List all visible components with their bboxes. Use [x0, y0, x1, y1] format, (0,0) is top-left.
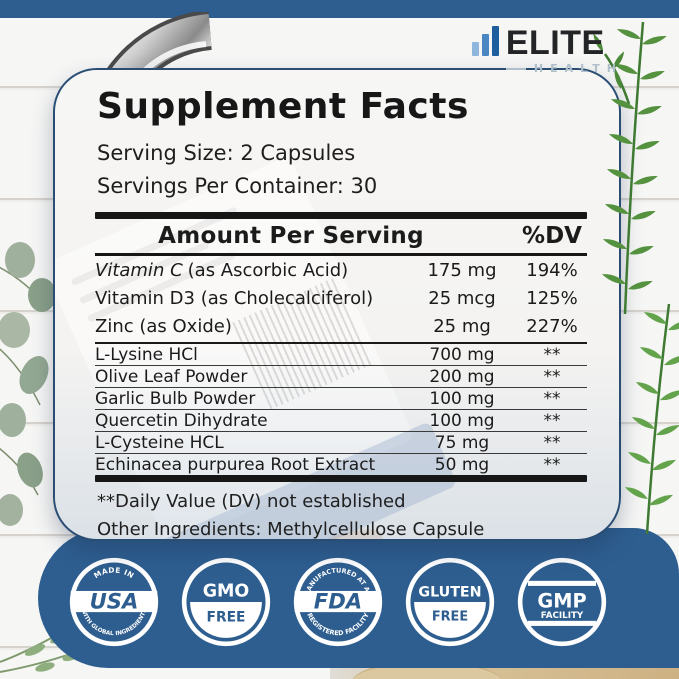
fda-facility-badge: FDA MANUFACTURED AT AN REGISTERED FACILI…: [292, 556, 384, 648]
other-ingredients: Other Ingredients: Methylcellulose Capsu…: [97, 519, 485, 540]
row-name: Quercetin Dihydrate: [95, 410, 268, 431]
gmp-facility-badge: GMP FACILITY: [516, 556, 608, 648]
row-amount: 100 mg: [429, 388, 495, 409]
row-name: L-Lysine HCl: [95, 344, 198, 365]
row-dv: **: [543, 432, 561, 453]
row-dv: **: [543, 454, 561, 475]
row-amount: 50 mg: [434, 454, 490, 475]
row-name-italic: Vitamin C: [95, 259, 183, 281]
brand-name: ELITE: [505, 23, 605, 62]
row-name: (as Ascorbic Acid): [187, 259, 349, 281]
supplement-facts-card: Supplement Facts Serving Size: 2 Capsule…: [53, 68, 621, 541]
made-in-usa-badge: USA MADE IN WITH GLOBAL INGREDIENTS: [68, 556, 160, 648]
table-row: Garlic Bulb Powder 100 mg **: [95, 388, 587, 410]
row-dv: **: [543, 388, 561, 409]
blue-footer-panel: USA MADE IN WITH GLOBAL INGREDIENTS GMO …: [38, 528, 679, 668]
row-name: Vitamin D3 (as Cholecalciferol): [95, 287, 374, 309]
brand-subtitle: HEALTH: [533, 62, 623, 75]
brand-logo: ELITE HEALTH: [471, 23, 623, 75]
row-amount: 75 mg: [434, 432, 490, 453]
table-header-row: Amount Per Serving %DV: [95, 219, 587, 256]
table-row: Vitamin C (as Ascorbic Acid) 175 mg 194%: [95, 256, 587, 284]
other-actives-group: L-Lysine HCl 700 mg ** Olive Leaf Powder…: [95, 344, 587, 475]
row-name: Zinc (as Oxide): [95, 315, 232, 337]
header-amount-per-serving: Amount Per Serving: [158, 223, 424, 249]
row-name: Echinacea purpurea Root Extract: [95, 454, 376, 475]
row-dv: **: [543, 410, 561, 431]
certification-badges: USA MADE IN WITH GLOBAL INGREDIENTS GMO …: [68, 556, 608, 648]
table-row: L-Lysine HCl 700 mg **: [95, 344, 587, 366]
badge-usa-top-arc: MADE IN: [92, 565, 135, 580]
card-gradient-overlay: [55, 70, 619, 539]
row-name: Garlic Bulb Powder: [95, 388, 256, 409]
row-amount: 25 mcg: [428, 287, 496, 309]
table-bottom-bar: [95, 475, 587, 482]
logo-bars-icon: [471, 26, 499, 59]
table-row: L-Cysteine HCL 75 mg **: [95, 432, 587, 454]
row-amount: 700 mg: [429, 344, 495, 365]
facts-table: Amount Per Serving %DV Vitamin C (as Asco…: [95, 212, 587, 482]
badge-fda-text: FDA: [314, 588, 362, 613]
table-top-bar: [95, 212, 587, 219]
gmo-free-badge: GMO FREE: [180, 556, 272, 648]
row-amount: 100 mg: [429, 410, 495, 431]
badge-gluten-text: GLUTEN: [418, 584, 481, 600]
row-amount: 200 mg: [429, 366, 495, 387]
logo-dash: [505, 67, 526, 70]
badge-gmo-free-text: FREE: [207, 609, 246, 625]
table-row: Quercetin Dihydrate 100 mg **: [95, 410, 587, 432]
row-dv: 227%: [526, 315, 578, 337]
badge-gmp-text: GMP: [537, 590, 586, 613]
row-name: Olive Leaf Powder: [95, 366, 248, 387]
table-row: Zinc (as Oxide) 25 mg 227%: [95, 312, 587, 340]
badge-gmo-text: GMO: [203, 581, 250, 601]
panel-title: Supplement Facts: [97, 86, 469, 127]
vitamins-group: Vitamin C (as Ascorbic Acid) 175 mg 194% …: [95, 256, 587, 344]
badge-gmp-facility-text: FACILITY: [541, 611, 584, 621]
dv-footnote: **Daily Value (DV) not established: [97, 491, 406, 512]
serving-size: Serving Size: 2 Capsules: [97, 141, 356, 165]
top-blue-bar: [0, 0, 679, 18]
row-dv: 194%: [526, 259, 578, 281]
fern-leaves: [591, 21, 679, 535]
row-amount: 25 mg: [433, 315, 491, 337]
row-dv: **: [543, 344, 561, 365]
badge-gluten-free-text: FREE: [432, 609, 468, 624]
row-amount: 175 mg: [427, 259, 497, 281]
row-dv: 125%: [526, 287, 578, 309]
badge-usa-text: USA: [90, 588, 139, 613]
svg-text:MADE IN: MADE IN: [92, 565, 136, 580]
row-dv: **: [543, 366, 561, 387]
eucalyptus-leaves: [0, 242, 56, 526]
table-row: Echinacea purpurea Root Extract 50 mg **: [95, 454, 587, 475]
gluten-free-badge: GLUTEN FREE: [404, 556, 496, 648]
table-row: Vitamin D3 (as Cholecalciferol) 25 mcg 1…: [95, 284, 587, 312]
row-name: L-Cysteine HCL: [95, 432, 224, 453]
table-row: Olive Leaf Powder 200 mg **: [95, 366, 587, 388]
servings-per-container: Servings Per Container: 30: [97, 174, 378, 198]
header-dv: %DV: [522, 223, 582, 249]
